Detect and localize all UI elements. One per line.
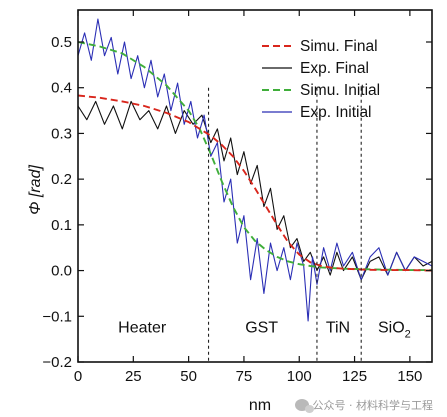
plot-lines (77, 18, 433, 322)
region-label-text: Heater (118, 320, 167, 337)
y-tick-label: 0.3 (51, 125, 72, 142)
series-line-simu-initial (77, 41, 432, 272)
legend-label: Exp. Initial (300, 104, 372, 121)
series-line-simu-final (77, 94, 433, 272)
y-tick-label: −0.2 (42, 354, 72, 371)
watermark: 公众号 · 材料科学与工程 (294, 397, 434, 413)
region-boundaries (207, 87, 362, 362)
region-labels: Heater GST TiN SiO2 (118, 320, 411, 341)
series-line-exp-final (77, 100, 433, 281)
legend-label: Simu. Final (300, 38, 378, 55)
legend-label: Simu. Initial (300, 82, 380, 99)
legend-label: Exp. Final (300, 60, 369, 77)
legend: Simu. Final Exp. Final Simu. Initial Exp. I… (262, 38, 380, 121)
y-tick-label: 0.2 (51, 171, 72, 188)
x-tick-label: 150 (397, 368, 422, 385)
region-label-subscript: 2 (405, 329, 411, 341)
x-axis-title: nm (249, 397, 271, 414)
watermark-text: 公众号 · 材料科学与工程 (312, 399, 434, 412)
axis-ticks (77, 10, 432, 363)
y-axis-title: Φ [rad] (27, 165, 44, 215)
axis-tick-labels: 0 25 50 75 100 125 150 −0.2 −0.1 0.0 0.1 0.2 0.3 0.4 0… (42, 34, 422, 385)
x-tick-label: 100 (287, 368, 312, 385)
y-tick-label: 0.1 (51, 217, 72, 234)
x-tick-label: 75 (236, 368, 253, 385)
y-tick-label: 0.5 (51, 34, 72, 51)
y-tick-label: 0.4 (51, 80, 72, 97)
x-tick-label: 50 (180, 368, 197, 385)
wechat-icon (294, 399, 314, 413)
region-label-tin: TiN (326, 320, 350, 337)
x-tick-label: 25 (125, 368, 142, 385)
x-tick-label: 0 (74, 368, 82, 385)
plot-frame (77, 9, 433, 363)
region-label-gst: GST (245, 320, 278, 337)
region-label-text: GST (245, 320, 278, 337)
series-line-exp-initial (77, 18, 433, 322)
y-tick-label: −0.1 (42, 308, 72, 325)
y-tick-label: 0.0 (51, 263, 72, 280)
region-label-text: TiN (326, 320, 350, 337)
region-label-sio: SiO2 (378, 320, 411, 341)
region-label-heater: Heater (118, 320, 167, 337)
region-label-text: SiO (378, 320, 405, 337)
x-tick-label: 125 (342, 368, 367, 385)
